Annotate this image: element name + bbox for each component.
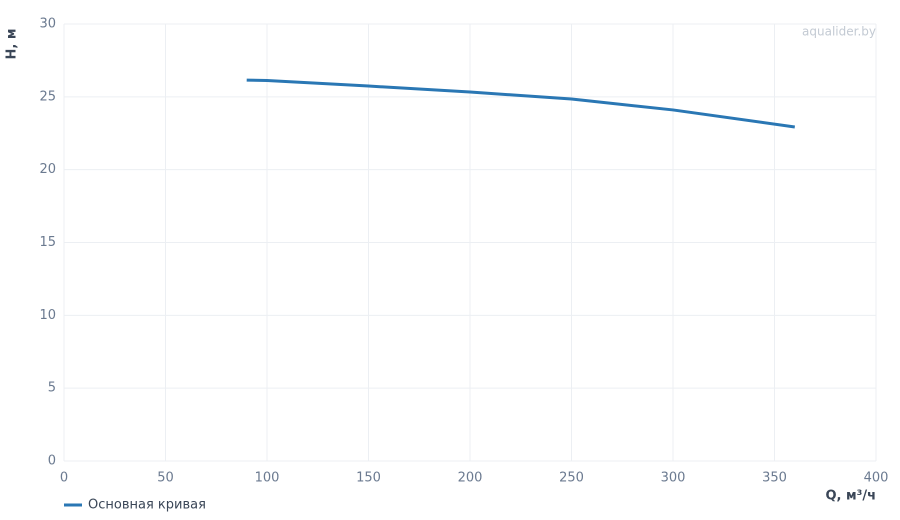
x-tick-label: 250 — [559, 471, 584, 486]
x-tick-label: 0 — [60, 471, 68, 486]
y-tick-label: 10 — [39, 308, 56, 323]
y-tick-label: 20 — [39, 162, 56, 177]
y-axis-label: H, м — [5, 29, 20, 60]
x-tick-label: 350 — [762, 471, 787, 486]
y-tick-label: 5 — [48, 381, 56, 396]
y-tick-label: 30 — [39, 17, 56, 32]
x-tick-label: 50 — [157, 471, 174, 486]
x-axis-label: Q, м³/ч — [825, 489, 876, 504]
x-tick-label: 150 — [356, 471, 381, 486]
data-line — [246, 78, 796, 129]
watermark: aqualider.by — [802, 25, 876, 39]
y-tick-label: 25 — [39, 89, 56, 104]
y-tick-label: 0 — [48, 454, 56, 469]
x-tick-label: 400 — [864, 471, 889, 486]
x-tick-label: 100 — [255, 471, 280, 486]
x-tick-label: 300 — [661, 471, 686, 486]
x-tick-label: 200 — [458, 471, 483, 486]
legend-label: Основная кривая — [88, 498, 206, 513]
y-tick-label: 15 — [39, 235, 56, 250]
